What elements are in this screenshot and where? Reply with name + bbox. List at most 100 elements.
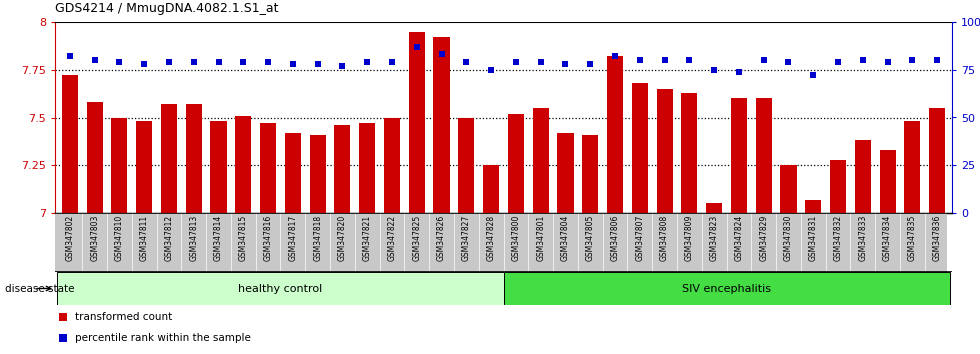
Bar: [905, 121, 920, 213]
Text: GSM347824: GSM347824: [734, 215, 744, 261]
Bar: [459, 118, 474, 213]
Text: GSM347821: GSM347821: [363, 215, 371, 261]
Text: GSM347810: GSM347810: [115, 215, 123, 261]
Bar: [504, 272, 950, 305]
Text: GSM347832: GSM347832: [834, 215, 843, 261]
Point: [310, 61, 325, 67]
Bar: [384, 118, 400, 213]
Text: GSM347836: GSM347836: [933, 215, 942, 261]
Bar: [731, 98, 747, 213]
Bar: [558, 133, 573, 213]
Point: [632, 57, 648, 63]
Point: [756, 57, 771, 63]
Text: GSM347829: GSM347829: [760, 215, 768, 261]
Bar: [310, 135, 325, 213]
Text: GSM347805: GSM347805: [586, 215, 595, 261]
Text: GSM347804: GSM347804: [561, 215, 570, 261]
Text: GSM347809: GSM347809: [685, 215, 694, 261]
Text: GSM347826: GSM347826: [437, 215, 446, 261]
Bar: [86, 102, 103, 213]
Bar: [756, 98, 771, 213]
Bar: [433, 37, 450, 213]
Text: GSM347834: GSM347834: [883, 215, 892, 261]
Text: GSM347812: GSM347812: [165, 215, 173, 261]
Point: [929, 57, 945, 63]
Bar: [334, 125, 351, 213]
Point: [830, 59, 846, 65]
Point: [186, 59, 202, 65]
Bar: [879, 150, 896, 213]
Point: [582, 61, 598, 67]
Bar: [706, 204, 722, 213]
Text: GSM347806: GSM347806: [611, 215, 619, 261]
Point: [508, 59, 523, 65]
Bar: [806, 200, 821, 213]
Point: [533, 59, 549, 65]
Text: GSM347813: GSM347813: [189, 215, 198, 261]
Text: transformed count: transformed count: [74, 312, 172, 322]
Bar: [607, 56, 623, 213]
Point: [880, 59, 896, 65]
Point: [55, 314, 71, 320]
Point: [235, 59, 251, 65]
Bar: [58, 272, 504, 305]
Text: GDS4214 / MmugDNA.4082.1.S1_at: GDS4214 / MmugDNA.4082.1.S1_at: [55, 2, 278, 15]
Text: GSM347802: GSM347802: [66, 215, 74, 261]
Point: [112, 59, 127, 65]
Text: GSM347827: GSM347827: [462, 215, 470, 261]
Bar: [185, 104, 202, 213]
Point: [657, 57, 672, 63]
Point: [707, 67, 722, 73]
Text: GSM347801: GSM347801: [536, 215, 545, 261]
Bar: [830, 160, 846, 213]
Bar: [235, 116, 252, 213]
Point: [781, 59, 797, 65]
Point: [806, 73, 821, 78]
Point: [136, 61, 152, 67]
Point: [409, 44, 424, 50]
Bar: [582, 135, 598, 213]
Text: GSM347817: GSM347817: [288, 215, 297, 261]
Text: GSM347816: GSM347816: [264, 215, 272, 261]
Bar: [657, 89, 672, 213]
Point: [285, 61, 301, 67]
Bar: [260, 123, 276, 213]
Text: disease state: disease state: [5, 284, 74, 293]
Bar: [359, 123, 375, 213]
Text: GSM347822: GSM347822: [387, 215, 397, 261]
Text: GSM347815: GSM347815: [239, 215, 248, 261]
Point: [55, 335, 71, 341]
Point: [459, 59, 474, 65]
Text: GSM347811: GSM347811: [140, 215, 149, 261]
Text: GSM347803: GSM347803: [90, 215, 99, 261]
Bar: [161, 104, 177, 213]
Point: [731, 69, 747, 74]
Bar: [285, 133, 301, 213]
Text: GSM347818: GSM347818: [314, 215, 322, 261]
Bar: [211, 121, 226, 213]
Point: [905, 57, 920, 63]
Bar: [409, 32, 424, 213]
Point: [87, 57, 103, 63]
Text: SIV encephalitis: SIV encephalitis: [682, 284, 771, 293]
Point: [360, 59, 375, 65]
Bar: [483, 165, 499, 213]
Bar: [62, 75, 78, 213]
Text: GSM347814: GSM347814: [214, 215, 223, 261]
Bar: [508, 114, 524, 213]
Text: GSM347800: GSM347800: [512, 215, 520, 261]
Bar: [136, 121, 152, 213]
Text: GSM347825: GSM347825: [413, 215, 421, 261]
Text: GSM347828: GSM347828: [487, 215, 496, 261]
Text: GSM347820: GSM347820: [338, 215, 347, 261]
Point: [211, 59, 226, 65]
Point: [483, 67, 499, 73]
Bar: [780, 165, 797, 213]
Point: [161, 59, 176, 65]
Text: GSM347831: GSM347831: [808, 215, 817, 261]
Text: percentile rank within the sample: percentile rank within the sample: [74, 333, 251, 343]
Bar: [681, 93, 698, 213]
Bar: [855, 141, 871, 213]
Point: [608, 53, 623, 59]
Text: GSM347808: GSM347808: [661, 215, 669, 261]
